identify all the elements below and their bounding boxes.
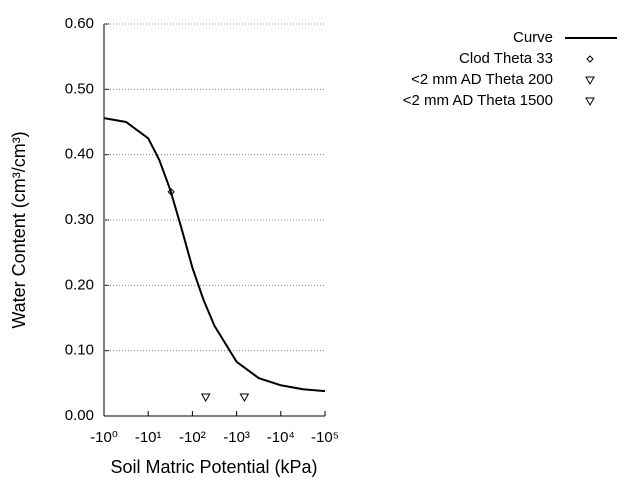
legend-label: Curve (513, 29, 553, 46)
y-tick-label: 0.30 (65, 211, 94, 228)
x-axis-label: Soil Matric Potential (kPa) (110, 457, 317, 477)
y-tick-label: 0.40 (65, 146, 94, 163)
y-axis-label: Water Content (cm³/cm³) (9, 131, 29, 328)
point (200, 393, 211, 403)
legend-label: <2 mm AD Theta 1500 (403, 92, 553, 109)
x-tick-label: -10⁴ (267, 429, 295, 446)
legend-marker (586, 55, 594, 63)
point (239, 393, 250, 403)
y-tick-label: 0.50 (65, 80, 94, 97)
x-tick-label: -10⁰ (90, 429, 118, 446)
x-tick-label: -10¹ (135, 429, 162, 446)
point (167, 188, 175, 196)
y-tick-label: 0.60 (65, 15, 94, 32)
y-tick-label: 0.00 (65, 407, 94, 424)
x-tick-label: -10⁵ (311, 429, 339, 446)
curve (103, 117, 326, 393)
legend-marker (585, 97, 595, 107)
x-tick-label: -10³ (223, 429, 250, 446)
legend-marker (585, 76, 595, 86)
x-tick-label: -10² (179, 429, 206, 446)
legend-label: <2 mm AD Theta 200 (411, 71, 553, 88)
y-tick-label: 0.20 (65, 276, 94, 293)
y-tick-label: 0.10 (65, 342, 94, 359)
legend-label: Clod Theta 33 (459, 50, 553, 67)
